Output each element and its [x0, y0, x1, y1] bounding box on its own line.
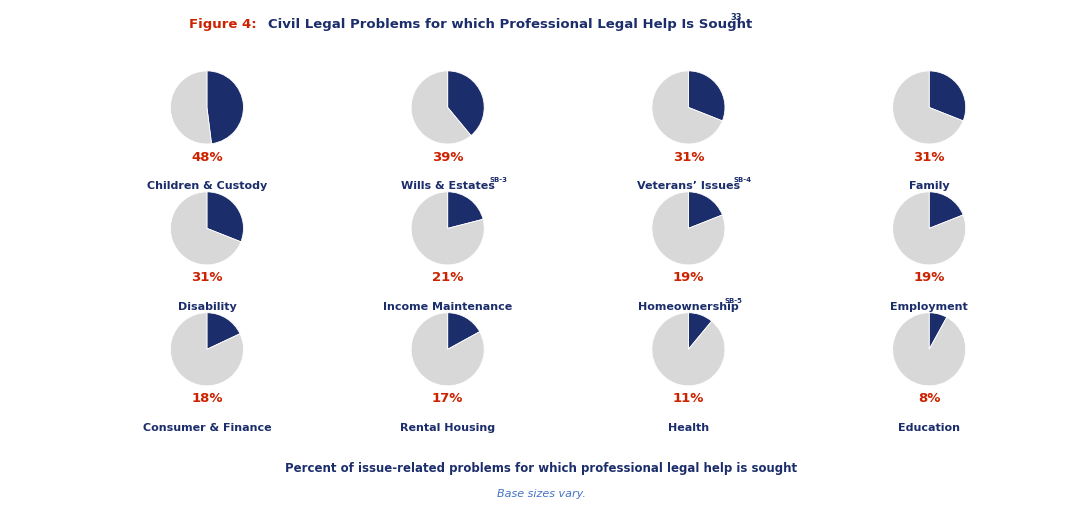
Wedge shape [170, 71, 211, 144]
Wedge shape [207, 71, 243, 144]
Wedge shape [688, 313, 712, 349]
Text: Education: Education [898, 423, 960, 433]
Text: SB-3: SB-3 [490, 176, 507, 183]
Wedge shape [411, 192, 485, 265]
Wedge shape [688, 71, 725, 121]
Text: Figure 4:: Figure 4: [189, 18, 262, 31]
Text: Base sizes vary.: Base sizes vary. [497, 489, 585, 499]
Text: Rental Housing: Rental Housing [400, 423, 496, 433]
Wedge shape [411, 71, 471, 144]
Wedge shape [688, 192, 723, 229]
Text: Disability: Disability [177, 302, 236, 312]
Text: Wills & Estates: Wills & Estates [400, 181, 494, 191]
Text: Employment: Employment [890, 302, 968, 312]
Text: 31%: 31% [192, 271, 223, 284]
Text: Health: Health [668, 423, 709, 433]
Wedge shape [170, 192, 241, 265]
Text: Income Maintenance: Income Maintenance [383, 302, 512, 312]
Wedge shape [893, 192, 966, 265]
Text: 18%: 18% [192, 393, 223, 406]
Text: Veterans’ Issues: Veterans’ Issues [637, 181, 740, 191]
Text: 31%: 31% [913, 150, 945, 163]
Text: Children & Custody: Children & Custody [147, 181, 267, 191]
Text: 17%: 17% [432, 393, 463, 406]
Text: 39%: 39% [432, 150, 463, 163]
Text: SB-5: SB-5 [725, 298, 743, 303]
Wedge shape [651, 313, 725, 386]
Wedge shape [207, 313, 240, 349]
Text: Consumer & Finance: Consumer & Finance [143, 423, 272, 433]
Text: Homeownership: Homeownership [638, 302, 739, 312]
Wedge shape [893, 71, 963, 144]
Wedge shape [651, 71, 723, 144]
Wedge shape [651, 192, 725, 265]
Wedge shape [170, 313, 243, 386]
Text: Civil Legal Problems for which Professional Legal Help Is Sought: Civil Legal Problems for which Professio… [268, 18, 753, 31]
Text: 48%: 48% [192, 150, 223, 163]
Wedge shape [929, 71, 966, 121]
Text: Family: Family [909, 181, 950, 191]
Text: 19%: 19% [913, 271, 945, 284]
Wedge shape [929, 313, 947, 349]
Text: 11%: 11% [673, 393, 704, 406]
Wedge shape [207, 192, 243, 242]
Text: 8%: 8% [918, 393, 940, 406]
Wedge shape [448, 192, 483, 229]
Text: 33: 33 [730, 13, 742, 22]
Wedge shape [448, 71, 485, 136]
Wedge shape [929, 192, 963, 229]
Wedge shape [411, 313, 485, 386]
Text: SB-4: SB-4 [734, 176, 752, 183]
Wedge shape [448, 313, 479, 349]
Wedge shape [893, 313, 966, 386]
Text: 31%: 31% [673, 150, 704, 163]
Text: 19%: 19% [673, 271, 704, 284]
Text: Percent of issue-related problems for which professional legal help is sought: Percent of issue-related problems for wh… [285, 462, 797, 475]
Text: 21%: 21% [432, 271, 463, 284]
